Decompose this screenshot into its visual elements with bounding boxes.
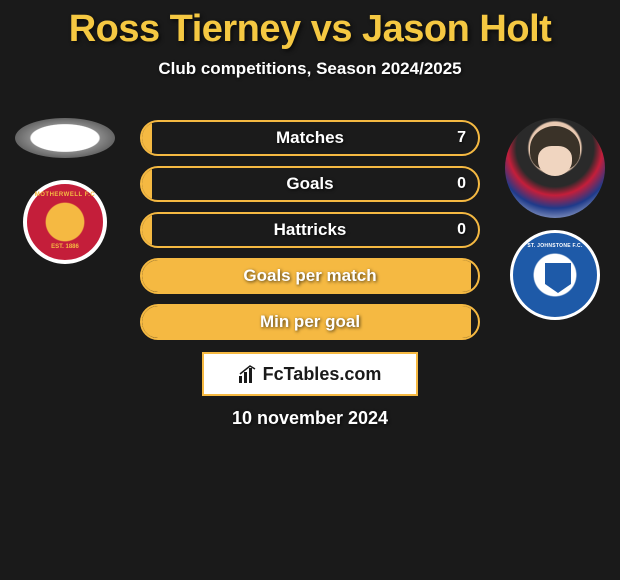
player-left-photo: [15, 118, 115, 158]
stat-bar-label: Matches: [142, 122, 478, 154]
stat-bar-label: Min per goal: [142, 306, 478, 338]
stat-bar: Min per goal: [140, 304, 480, 340]
stat-bar: Matches7: [140, 120, 480, 156]
player-left-column: [10, 118, 120, 264]
player-right-photo: [505, 118, 605, 218]
player-right-column: [500, 118, 610, 320]
stat-bar-label: Goals per match: [142, 260, 478, 292]
stat-bar: Goals per match: [140, 258, 480, 294]
brand-box[interactable]: FcTables.com: [202, 352, 418, 396]
stat-bar-label: Goals: [142, 168, 478, 200]
stat-bar-value-right: 0: [457, 168, 466, 200]
bar-chart-icon: [239, 365, 257, 383]
stat-bar-value-right: 7: [457, 122, 466, 154]
date-label: 10 november 2024: [0, 408, 620, 429]
stat-bar: Goals0: [140, 166, 480, 202]
stat-bar: Hattricks0: [140, 212, 480, 248]
stat-bar-value-right: 0: [457, 214, 466, 246]
page-title: Ross Tierney vs Jason Holt: [0, 0, 620, 51]
stat-bar-label: Hattricks: [142, 214, 478, 246]
club-badge-left: [23, 180, 107, 264]
club-badge-right: [510, 230, 600, 320]
stats-bars: Matches7Goals0Hattricks0Goals per matchM…: [140, 120, 480, 350]
season-subtitle: Club competitions, Season 2024/2025: [0, 59, 620, 79]
brand-label: FcTables.com: [263, 364, 382, 385]
